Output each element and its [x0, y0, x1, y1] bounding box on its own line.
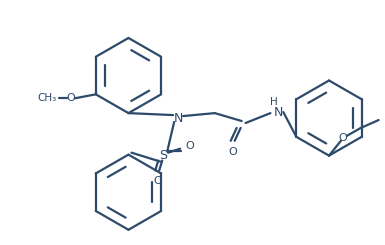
Text: O: O	[228, 147, 237, 157]
Text: S: S	[159, 149, 167, 162]
Text: O: O	[185, 141, 194, 151]
Text: N: N	[173, 111, 183, 124]
Text: O: O	[338, 133, 347, 143]
Text: O: O	[67, 93, 75, 103]
Text: H: H	[270, 97, 277, 107]
Text: O: O	[154, 176, 162, 186]
Text: N: N	[274, 106, 283, 119]
Text: CH₃: CH₃	[38, 93, 57, 103]
